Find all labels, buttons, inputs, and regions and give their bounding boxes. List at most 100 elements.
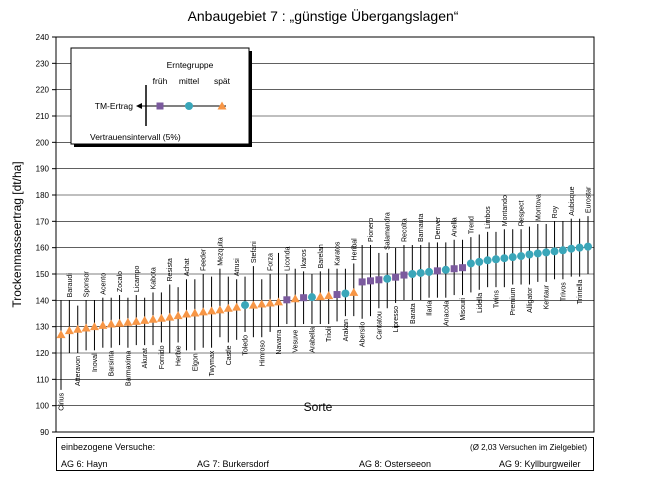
y-tick-label: 190 xyxy=(36,165,50,174)
marker-spat xyxy=(165,312,175,321)
point-label: Herbie xyxy=(176,345,183,366)
point-label: Himroso xyxy=(259,340,266,366)
chart-title: Anbaugebiet 7 : „günstige Übergangslagen… xyxy=(187,8,459,24)
legend-group-label: spät xyxy=(214,76,231,86)
point-label: Barata xyxy=(410,303,417,324)
marker-spat xyxy=(64,326,74,335)
point-label: Akurat xyxy=(142,348,149,368)
y-tick-label: 200 xyxy=(36,138,50,147)
y-tick-label: 160 xyxy=(36,244,50,253)
point-label: Forza xyxy=(268,253,275,271)
marker-mittel xyxy=(533,249,542,258)
marker-fruh xyxy=(358,278,366,286)
point-label: Trivos xyxy=(560,282,567,301)
point-label: Lipresso xyxy=(393,306,400,333)
legend-marker-fruh xyxy=(156,102,164,110)
point-label: Sponsor xyxy=(84,271,91,298)
footer-site-1: AG 6: Hayn xyxy=(61,459,108,469)
legend-group-label: früh xyxy=(153,76,168,86)
marker-spat xyxy=(273,297,283,306)
marker-spat xyxy=(324,291,334,300)
point-label: Respect xyxy=(519,200,526,226)
point-label: Twins xyxy=(493,290,500,308)
footer-box: einbezogene Versuche: (Ø 2,03 Versuchen … xyxy=(56,437,594,471)
marker-spat xyxy=(131,316,141,325)
point-label: Limbos xyxy=(485,206,492,229)
marker-mittel xyxy=(307,293,316,302)
legend-tm-label: TM-Ertrag xyxy=(95,101,134,111)
marker-fruh xyxy=(450,265,458,273)
point-label: Denver xyxy=(435,216,442,239)
marker-spat xyxy=(207,306,217,315)
point-label: Barmaxima xyxy=(125,351,132,387)
point-label: Arakan xyxy=(343,319,350,341)
marker-spat xyxy=(98,320,108,329)
point-label: Mezquita xyxy=(217,237,224,266)
y-tick-label: 230 xyxy=(36,59,50,68)
point-label: Kentaur xyxy=(544,284,551,309)
marker-mittel xyxy=(483,256,492,265)
marker-fruh xyxy=(375,276,383,284)
point-label: Baraudi xyxy=(67,273,74,298)
marker-spat xyxy=(198,307,208,316)
point-label: Arabella xyxy=(309,327,316,353)
point-label: Montova xyxy=(535,194,542,221)
marker-fruh xyxy=(433,267,441,275)
marker-fruh xyxy=(400,271,408,279)
point-label: Barelan xyxy=(318,244,325,268)
marker-spat xyxy=(56,330,66,339)
footer-note: (Ø 2,03 Versuchen im Zielgebiet) xyxy=(470,443,587,452)
marker-spat xyxy=(190,308,200,317)
marker-mittel xyxy=(550,247,559,256)
legend-group-label: mittel xyxy=(179,76,199,86)
point-label: Anella xyxy=(452,217,459,237)
point-label: Premium xyxy=(510,287,517,315)
marker-mittel xyxy=(491,255,500,264)
point-label: Kabota xyxy=(151,267,158,289)
point-label: Salamandra xyxy=(385,212,392,250)
marker-spat xyxy=(140,315,150,324)
point-label: Atrusi xyxy=(234,258,241,276)
point-label: Barnauta xyxy=(418,214,425,243)
marker-spat xyxy=(181,309,191,318)
legend-marker-spat xyxy=(217,101,227,110)
marker-mittel xyxy=(558,246,567,255)
point-label: Achat xyxy=(184,258,191,276)
marker-spat xyxy=(81,323,91,332)
point-label: Anacola xyxy=(443,301,450,326)
marker-spat xyxy=(173,311,183,320)
y-tick-label: 220 xyxy=(36,86,50,95)
point-label: Trintella xyxy=(577,280,584,305)
y-tick-label: 130 xyxy=(36,323,50,332)
marker-fruh xyxy=(392,273,400,281)
point-label: Ilaria xyxy=(427,301,434,316)
y-tick-label: 180 xyxy=(36,191,50,200)
marker-spat xyxy=(257,299,267,308)
marker-mittel xyxy=(508,253,517,262)
point-label: Barsinta xyxy=(109,351,116,377)
point-label: Cantatou xyxy=(376,311,383,340)
marker-mittel xyxy=(241,301,250,310)
point-label: Toledo xyxy=(243,335,250,356)
point-label: Ikaros xyxy=(301,249,308,269)
marker-mittel xyxy=(525,250,534,259)
marker-spat xyxy=(106,319,116,328)
y-tick-label: 170 xyxy=(36,217,50,226)
footer-site-3: AG 8: Osterseeon xyxy=(359,459,432,469)
marker-mittel xyxy=(416,268,425,277)
marker-spat xyxy=(115,318,125,327)
marker-mittel xyxy=(584,242,592,251)
marker-mittel xyxy=(575,243,584,252)
legend-ci-label: Vertrauensintervall (5%) xyxy=(90,132,181,142)
marker-spat xyxy=(148,314,158,323)
point-label: Licampo xyxy=(134,266,141,293)
y-tick-label: 120 xyxy=(36,349,50,358)
y-tick-label: 90 xyxy=(40,428,49,437)
marker-fruh xyxy=(459,264,467,272)
legend-arrow-icon xyxy=(136,103,142,109)
marker-spat xyxy=(223,303,233,312)
point-label: Elgon xyxy=(192,353,199,371)
marker-fruh xyxy=(333,291,341,299)
point-label: Feeder xyxy=(201,248,208,271)
point-label: Eurostar xyxy=(586,186,593,213)
